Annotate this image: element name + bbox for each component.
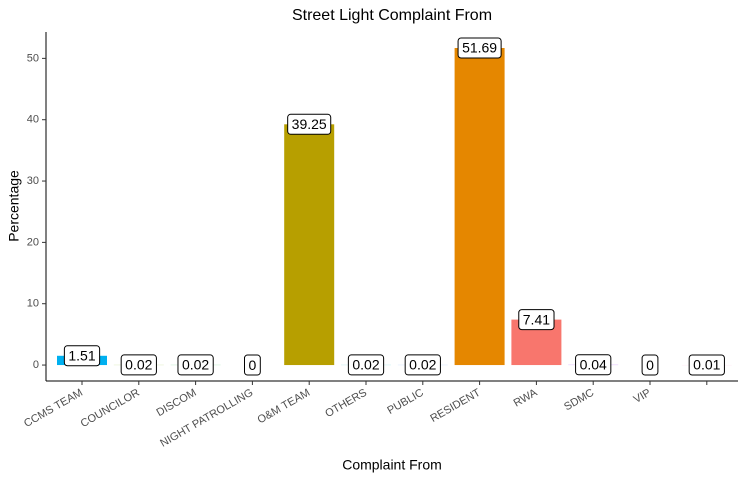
- value-label-box: [518, 309, 555, 331]
- value-label: 0.02: [125, 357, 152, 373]
- y-tick-label: 50: [27, 52, 39, 64]
- bar: [454, 48, 505, 366]
- value-label: 7.41: [523, 311, 550, 327]
- x-tick-label: CCMS TEAM: [22, 387, 85, 430]
- value-label: 1.51: [68, 347, 95, 363]
- x-tick-label: RESIDENT: [428, 387, 482, 425]
- value-label-box: [177, 354, 214, 376]
- y-tick-label: 20: [27, 236, 39, 248]
- x-tick-label: SDMC: [562, 387, 596, 414]
- bar: [284, 124, 335, 366]
- value-label-box: [457, 37, 502, 59]
- y-tick-label: 10: [27, 298, 39, 310]
- value-label-box: [120, 354, 157, 376]
- value-label-box: [63, 345, 101, 367]
- x-tick-label: NIGHT PATROLLING: [158, 387, 255, 450]
- x-tick-label: VIP: [632, 387, 653, 406]
- y-tick-label: 0: [33, 359, 39, 371]
- value-label: 0.02: [182, 357, 209, 373]
- x-tick-label: RWA: [512, 386, 540, 409]
- x-tick-label: DISCOM: [154, 387, 198, 419]
- value-label-box: [287, 113, 332, 135]
- value-label: 0.02: [352, 357, 379, 373]
- value-label: 0.02: [409, 357, 436, 373]
- x-tick-label: OTHERS: [323, 387, 369, 420]
- value-label-box: [575, 354, 612, 376]
- value-label: 0: [249, 357, 257, 373]
- value-label: 51.69: [462, 40, 497, 56]
- value-label: 0.01: [693, 357, 720, 373]
- value-label-box: [688, 354, 725, 376]
- value-label-box: [347, 354, 385, 376]
- x-tick-label: O&M TEAM: [256, 387, 313, 427]
- value-label-box: [641, 354, 659, 376]
- value-label-box: [244, 354, 261, 376]
- x-tick-label: COUNCILOR: [79, 387, 142, 430]
- x-axis-title: Complaint From: [342, 457, 442, 473]
- value-label: 0.04: [580, 357, 607, 373]
- x-tick-label: PUBLIC: [385, 387, 425, 417]
- value-label: 0: [646, 357, 654, 373]
- y-tick-label: 40: [27, 114, 39, 126]
- chart-title: Street Light Complaint From: [292, 7, 492, 24]
- value-label: 39.25: [292, 116, 327, 132]
- value-label-box: [404, 354, 441, 376]
- y-axis-title: Percentage: [6, 170, 22, 242]
- y-tick-label: 30: [27, 175, 39, 187]
